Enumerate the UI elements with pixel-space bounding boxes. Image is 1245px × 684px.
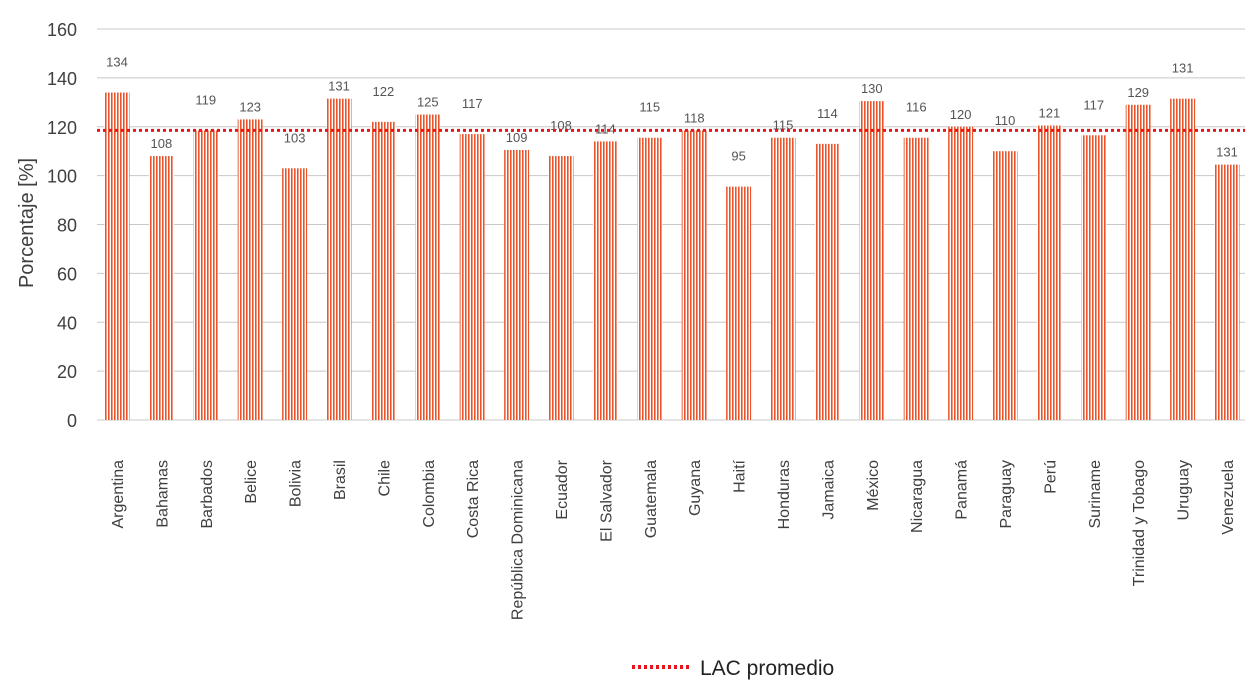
category-label: Haití bbox=[732, 459, 749, 492]
data-label: 130 bbox=[861, 81, 883, 96]
category-label: Jamaica bbox=[820, 460, 837, 520]
category-label: Uruguay bbox=[1176, 460, 1193, 520]
category-label: Suriname bbox=[1087, 460, 1104, 529]
legend-entry-lac-promedio: LAC promedio bbox=[700, 657, 834, 680]
data-label: 118 bbox=[684, 110, 705, 125]
bar-argentina bbox=[104, 92, 130, 420]
category-label: Costa Rica bbox=[465, 460, 482, 538]
data-label: 131 bbox=[1172, 61, 1194, 76]
data-label: 114 bbox=[817, 106, 838, 121]
y-axis-label: Porcentaje [%] bbox=[16, 158, 38, 288]
bar-costa-rica bbox=[459, 134, 485, 421]
data-label: 119 bbox=[195, 92, 216, 107]
bar-jamaica bbox=[814, 143, 840, 420]
category-label: Panamá bbox=[954, 460, 971, 520]
bar-méxico bbox=[859, 101, 885, 420]
bar-haití bbox=[726, 186, 752, 420]
category-label: Honduras bbox=[776, 460, 793, 529]
y-tick-label: 20 bbox=[57, 362, 77, 382]
bar-ecuador bbox=[548, 156, 574, 420]
bar-perú bbox=[1036, 125, 1062, 420]
data-label: 116 bbox=[906, 100, 927, 115]
category-label: Chile bbox=[376, 460, 393, 497]
category-label: El Salvador bbox=[598, 459, 615, 541]
bar-el-salvador bbox=[592, 141, 618, 420]
bar-guyana bbox=[681, 130, 707, 420]
data-label: 110 bbox=[995, 113, 1016, 128]
bar-guatemala bbox=[637, 137, 663, 420]
bar-panamá bbox=[948, 126, 974, 420]
category-label: Bolivia bbox=[288, 460, 305, 507]
category-label: Barbados bbox=[199, 460, 216, 529]
data-label: 121 bbox=[1039, 106, 1061, 121]
bar-república-dominicana bbox=[504, 149, 530, 420]
bar-colombia bbox=[415, 114, 441, 420]
y-tick-label: 60 bbox=[57, 264, 77, 284]
data-label: 108 bbox=[151, 136, 173, 151]
data-label: 109 bbox=[506, 130, 528, 145]
category-labels: Argentina Bahamas Barbados Belice Bolivia Bra… bbox=[110, 459, 1237, 620]
category-label: Venezuela bbox=[1220, 460, 1237, 535]
gridlines bbox=[97, 28, 1245, 421]
data-label: 123 bbox=[239, 99, 261, 114]
category-label: Colombia bbox=[421, 460, 438, 528]
data-label: 95 bbox=[731, 149, 745, 164]
bar-nicaragua bbox=[903, 137, 929, 420]
category-label: Paraguay bbox=[998, 460, 1015, 529]
category-label: Ecuador bbox=[554, 459, 571, 519]
category-label: Belice bbox=[243, 460, 260, 504]
y-tick-label: 140 bbox=[47, 69, 77, 89]
bar-belice bbox=[237, 119, 263, 420]
category-label: Brasil bbox=[332, 460, 349, 500]
data-label: 114 bbox=[595, 121, 616, 136]
bar-bahamas bbox=[148, 156, 174, 420]
data-label: 129 bbox=[1127, 85, 1149, 100]
y-tick-label: 120 bbox=[47, 118, 77, 138]
y-tick-label: 40 bbox=[57, 313, 77, 333]
category-label: Nicaragua bbox=[909, 460, 926, 533]
category-label: Bahamas bbox=[154, 460, 171, 528]
bars bbox=[104, 92, 1240, 421]
y-tick-label: 100 bbox=[47, 167, 77, 187]
data-label: 122 bbox=[373, 84, 395, 99]
category-label: Trinidad y Tobago bbox=[1131, 460, 1148, 586]
data-label: 115 bbox=[639, 100, 660, 115]
data-label: 125 bbox=[417, 95, 439, 110]
bar-trinidad-y-tobago bbox=[1125, 104, 1151, 420]
data-label: 134 bbox=[106, 55, 128, 70]
y-tick-label: 0 bbox=[67, 411, 77, 431]
category-label: Argentina bbox=[110, 460, 127, 529]
data-label: 120 bbox=[950, 107, 972, 122]
bar-brasil bbox=[326, 98, 352, 420]
y-axis-ticks: 0 20 40 60 80 100 120 140 160 bbox=[47, 20, 77, 431]
data-label: 117 bbox=[462, 96, 483, 111]
data-label: 131 bbox=[1216, 145, 1238, 160]
bar-suriname bbox=[1081, 135, 1107, 420]
category-label: México bbox=[865, 460, 882, 511]
category-label: Guatemala bbox=[643, 460, 660, 538]
category-label: República Dominicana bbox=[510, 460, 527, 620]
bar-paraguay bbox=[992, 151, 1018, 420]
bar-chile bbox=[370, 121, 396, 421]
data-label: 117 bbox=[1083, 97, 1104, 112]
bar-venezuela bbox=[1214, 164, 1240, 420]
category-label: Perú bbox=[1042, 460, 1059, 494]
y-tick-label: 80 bbox=[57, 216, 77, 236]
legend: LAC promedio bbox=[632, 657, 834, 680]
bar-honduras bbox=[770, 137, 796, 420]
data-label: 103 bbox=[284, 130, 306, 145]
y-tick-label: 160 bbox=[47, 20, 77, 40]
bar-bolivia bbox=[282, 168, 308, 420]
data-label: 131 bbox=[328, 79, 350, 94]
category-label: Guyana bbox=[687, 460, 704, 516]
bar-uruguay bbox=[1170, 98, 1196, 420]
bar-barbados bbox=[193, 130, 219, 420]
